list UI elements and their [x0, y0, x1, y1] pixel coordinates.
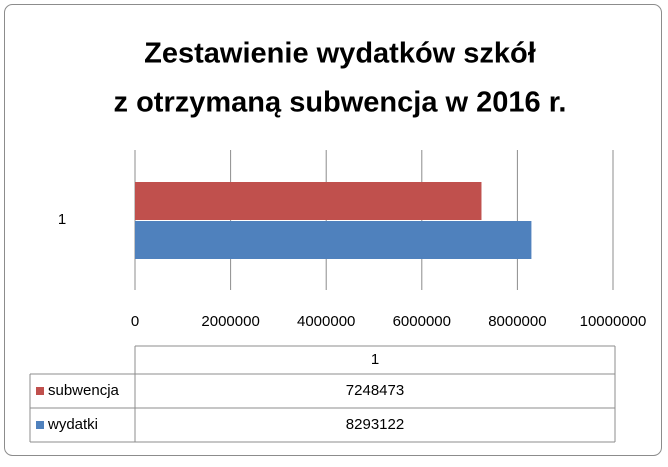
x-tick-label: 0: [131, 313, 139, 330]
x-tick-label: 4000000: [297, 313, 355, 330]
x-tick-label: 6000000: [393, 313, 451, 330]
y-tick-label: 1: [58, 211, 66, 228]
legend-label: subwencja: [48, 382, 120, 399]
chart-title: Zestawienie wydatków szkół: [144, 38, 536, 70]
x-tick-label: 10000000: [580, 313, 647, 330]
bar: [135, 221, 532, 259]
legend-label: wydatki: [47, 416, 98, 433]
x-tick-label: 8000000: [488, 313, 546, 330]
table-value: 7248473: [346, 382, 404, 399]
bar: [135, 182, 482, 220]
chart-title: z otrzymaną subwencja w 2016 r.: [114, 87, 567, 119]
legend-key: [36, 421, 44, 429]
legend-key: [36, 387, 44, 395]
x-tick-label: 2000000: [201, 313, 259, 330]
table-value: 8293122: [346, 416, 404, 433]
table-header: 1: [371, 351, 379, 368]
